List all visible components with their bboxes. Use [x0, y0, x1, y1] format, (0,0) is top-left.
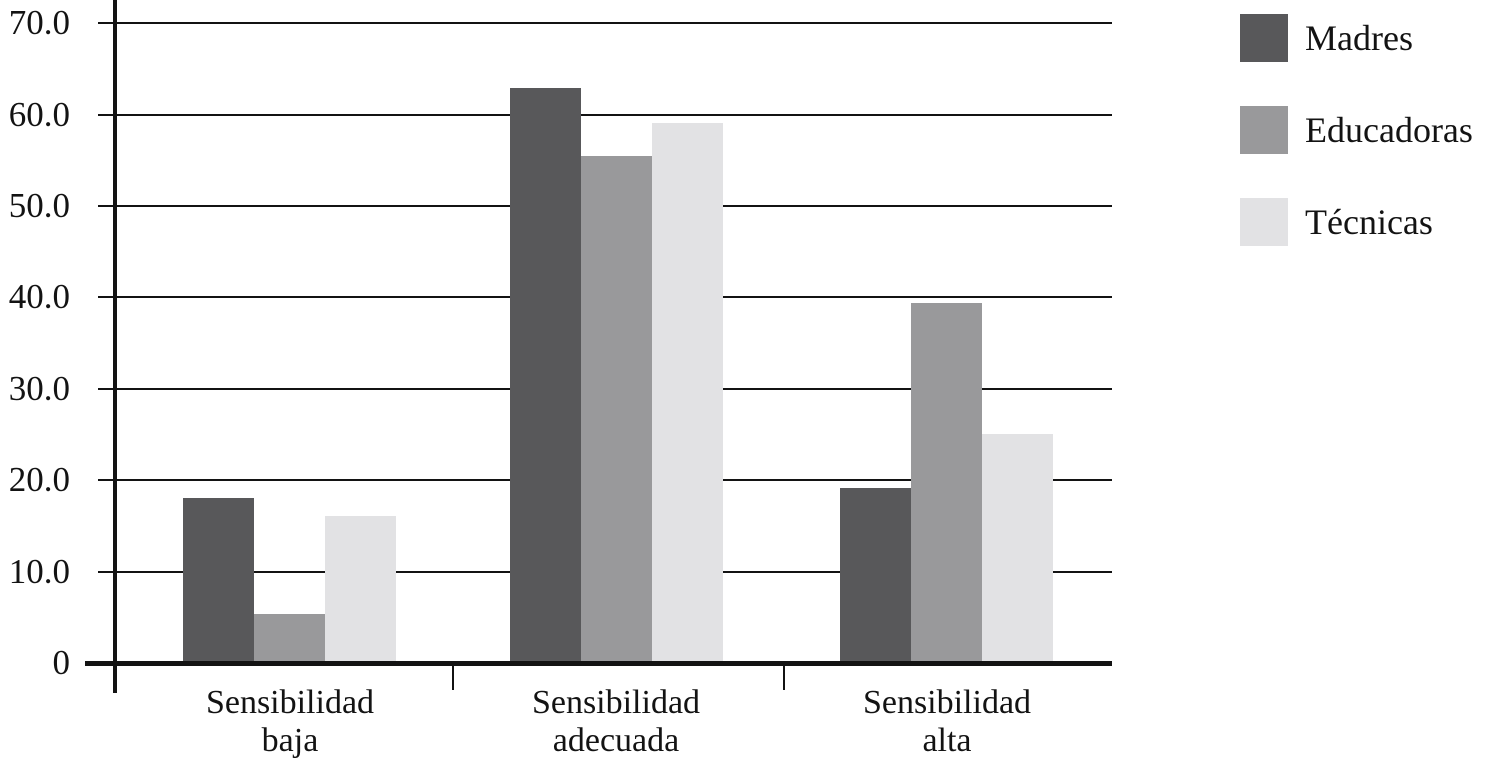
y-axis-tick-label-20: 20.0 — [8, 460, 70, 499]
bar-tecnicas-sensibilidad-adecuada — [652, 123, 723, 663]
bar-tecnicas-sensibilidad-alta — [982, 434, 1053, 663]
bar-educadoras-sensibilidad-adecuada — [581, 156, 652, 663]
x-axis-category-label-sensibilidad-adecuada: Sensibilidad adecuada — [446, 684, 786, 760]
legend-label-educadoras: Educadoras — [1305, 110, 1473, 150]
legend-swatch-madres — [1240, 14, 1288, 62]
bar-madres-sensibilidad-adecuada — [510, 88, 581, 663]
category-label-line2: alta — [922, 722, 972, 759]
x-axis-category-label-sensibilidad-baja: Sensibilidad baja — [120, 684, 460, 760]
bar-madres-sensibilidad-alta — [840, 488, 911, 663]
y-axis-tick-label-70: 70.0 — [8, 3, 70, 42]
legend-swatch-educadoras — [1240, 106, 1288, 154]
y-axis-tick-label-50: 50.0 — [8, 186, 70, 225]
legend-swatch-tecnicas — [1240, 198, 1288, 246]
x-axis-category-tick-2 — [783, 663, 785, 690]
y-axis-tick-label-10: 10.0 — [8, 552, 70, 591]
x-axis-category-tick-1 — [452, 663, 454, 690]
legend-label-tecnicas: Técnicas — [1305, 202, 1433, 242]
bar-educadoras-sensibilidad-alta — [911, 303, 982, 663]
y-axis-line — [113, 0, 117, 693]
y-axis-tick-label-30: 30.0 — [8, 369, 70, 408]
y-axis-tick-label-60: 60.0 — [8, 95, 70, 134]
bar-tecnicas-sensibilidad-baja — [325, 516, 396, 663]
bar-madres-sensibilidad-baja — [183, 498, 254, 663]
category-label-line2: adecuada — [552, 722, 680, 759]
x-axis-line — [85, 661, 1112, 666]
bar-educadoras-sensibilidad-baja — [254, 614, 325, 663]
y-axis-tick-label-40: 40.0 — [8, 277, 70, 316]
category-label-line2: baja — [261, 722, 319, 759]
y-axis-tick-label-0: 0 — [52, 643, 71, 682]
x-axis-category-label-sensibilidad-alta: Sensibilidad alta — [777, 684, 1117, 760]
category-label-line1: Sensibilidad — [531, 684, 701, 721]
gridline-y-60 — [98, 114, 1112, 116]
legend-label-madres: Madres — [1305, 18, 1413, 58]
category-label-line1: Sensibilidad — [862, 684, 1032, 721]
category-label-line1: Sensibilidad — [205, 684, 375, 721]
gridline-y-70 — [98, 22, 1112, 24]
